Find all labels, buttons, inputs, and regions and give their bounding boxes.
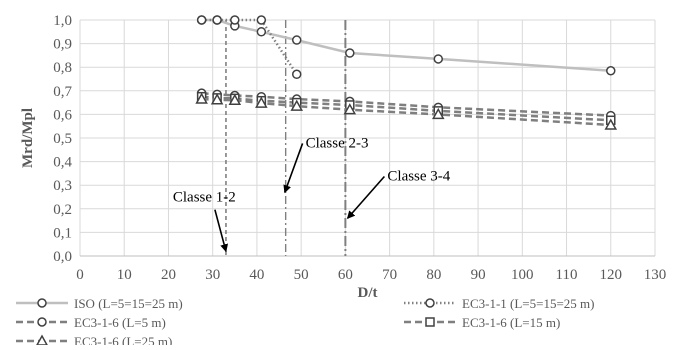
x-tick-label: 0 [76,267,84,283]
triangle-marker [604,118,618,130]
legend-label: ISO (L=5=15=25 m) [74,296,183,311]
y-tick-label: 1,0 [53,13,72,29]
annotation-label: Classe 2-3 [306,135,369,151]
circle-marker [37,317,47,327]
legend-label: EC3-1-6 (L=5 m) [74,315,166,330]
series-4 [195,92,618,130]
circle-marker [291,69,302,80]
y-tick-label: 0,7 [53,84,72,100]
x-tick-label: 50 [294,267,309,283]
triangle-marker [290,99,304,111]
circle-marker [425,298,435,308]
circle-marker [37,298,47,308]
x-tick-label: 40 [249,267,264,283]
annotation-arrow [283,143,304,194]
circle-marker [256,15,267,25]
triangle-marker [255,96,268,108]
annotation-arrow [214,209,229,253]
axes: 0,0 0,1 0,2 0,3 0,4 0,5 0,6 0,7 0,8 0,9 1,0 0 10 20 30… [20,13,666,301]
legend-label: EC3-1-6 (L=15 m) [462,315,560,330]
circle-marker [196,15,207,25]
x-tick-label: 70 [382,267,397,283]
y-tick-label: 0,9 [53,37,72,53]
annotation-label: Classe 1-2 [173,190,236,206]
x-tick-label: 90 [471,267,486,283]
x-tick-label: 130 [644,267,667,283]
triangle-marker [195,92,208,104]
triangle-marker [228,93,242,105]
series-line [201,95,611,122]
x-tick-label: 20 [161,267,176,283]
x-tick-label: 80 [426,267,441,283]
triangle-marker [343,103,357,115]
legend-entry-0: ISO (L=5=15=25 m) [16,296,183,311]
legend-label: EC3-1-6 (L=25 m) [74,334,172,345]
legend-entry-1: EC3-1-1 (L=5=15=25 m) [404,296,594,311]
triangle-marker [210,93,224,105]
y-tick-label: 0,3 [53,178,72,194]
legend-entry-2: EC3-1-6 (L=5 m) [16,315,166,330]
x-tick-label: 30 [205,267,220,283]
x-axis-title: D/t [358,285,378,301]
series-line [201,91,611,117]
x-tick-label: 100 [511,267,534,283]
circle-marker [230,15,240,25]
legend-entry-3: EC3-1-6 (L=15 m) [404,315,560,330]
legend-label: EC3-1-1 (L=5=15=25 m) [462,296,594,311]
y-tick-label: 0,8 [53,60,72,76]
series-3 [196,91,616,126]
class-limit-lines [225,20,347,256]
y-tick-label: 0,6 [53,107,72,123]
circle-marker [291,35,302,45]
circle-marker [433,54,444,64]
series-layer [195,15,618,130]
annotation-label: Classe 3-4 [387,168,450,184]
circle-marker [256,27,267,37]
series-line [201,97,611,127]
y-axis-title: Mrd/Mpl [20,108,36,168]
y-tick-label: 0,5 [53,131,72,147]
x-tick-label: 120 [600,267,623,283]
circle-marker [606,65,616,76]
circle-marker [345,48,355,58]
annotations: Classe 1-2 Classe 2-3 Classe 3-4 [173,135,451,253]
x-tick-label: 10 [117,267,132,283]
x-tick-label: 110 [556,267,578,283]
annotation-arrow [346,175,386,219]
circle-marker [212,15,222,25]
y-tick-label: 0,2 [53,202,72,218]
square-marker [425,317,435,327]
y-tick-label: 0,0 [53,249,72,265]
triangle-marker [431,107,445,120]
series-1 [196,15,302,80]
legend: ISO (L=5=15=25 m) EC3-1-1 (L=5=15=25 m) EC… [16,296,594,349]
series-0 [196,15,616,76]
y-tick-label: 0,4 [53,155,72,171]
legend-entry-4: EC3-1-6 (L=25 m) [16,334,172,349]
y-tick-label: 0,1 [53,225,72,241]
x-tick-label: 60 [338,267,353,283]
